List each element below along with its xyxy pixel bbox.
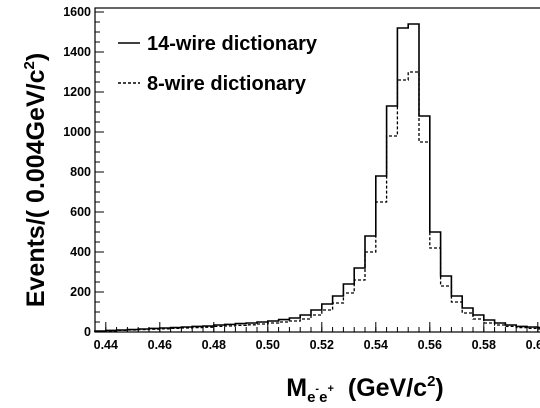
x-title-unit-prefix: (GeV/c bbox=[348, 374, 427, 402]
x-tick-label: 0.56 bbox=[418, 338, 442, 352]
y-axis-title: Events/( 0.004GeV/c2) bbox=[21, 53, 50, 307]
series-group bbox=[94, 23, 540, 333]
x-title-base: M bbox=[286, 374, 307, 402]
y-axis: 0 200 400 600 800 1000 1200 1400 1600 bbox=[63, 5, 104, 339]
y-tick-label: 1200 bbox=[63, 85, 91, 99]
y-tick-label: 1600 bbox=[63, 5, 91, 19]
legend: 14-wire dictionary 8-wire dictionary bbox=[118, 33, 318, 95]
x-tick-label: 0.44 bbox=[94, 338, 118, 352]
y-title-exp: 2 bbox=[21, 61, 38, 69]
x-tick-label: 0.54 bbox=[364, 338, 388, 352]
x-tick-label: 0.52 bbox=[310, 338, 334, 352]
x-title-sub1: e bbox=[307, 389, 315, 406]
x-tick-label: 0.58 bbox=[472, 338, 496, 352]
series-8-wire-line bbox=[94, 71, 540, 333]
y-tick-label: 1000 bbox=[63, 125, 91, 139]
plot-frame bbox=[94, 7, 540, 333]
x-tick-label: 0.46 bbox=[148, 338, 172, 352]
x-title-sup1: - bbox=[315, 383, 319, 395]
x-tick-label: 0.60 bbox=[526, 338, 540, 352]
legend-label-8-wire: 8-wire dictionary bbox=[147, 73, 307, 95]
x-title-unit-suffix: ) bbox=[435, 374, 443, 402]
x-tick-label: 0.50 bbox=[256, 338, 280, 352]
x-title-unit-exp: 2 bbox=[427, 373, 435, 390]
y-tick-label: 200 bbox=[70, 285, 91, 299]
y-title-prefix: Events/( 0.004GeV/c bbox=[22, 69, 50, 307]
legend-label-14-wire: 14-wire dictionary bbox=[147, 33, 318, 55]
x-title-sub2: e bbox=[319, 389, 327, 406]
y-tick-label: 800 bbox=[70, 165, 91, 179]
series-14-wire-line bbox=[94, 23, 540, 332]
x-title-sup2: + bbox=[327, 383, 333, 395]
x-axis-title: Me-e+ (GeV/c2) bbox=[286, 373, 444, 406]
y-tick-label: 600 bbox=[70, 205, 91, 219]
x-tick-label: 0.48 bbox=[202, 338, 226, 352]
y-tick-label: 400 bbox=[70, 245, 91, 259]
x-axis: 0.440.460.480.500.520.540.560.580.600.62 bbox=[94, 322, 540, 352]
y-title-suffix: ) bbox=[22, 53, 50, 61]
y-tick-label: 0 bbox=[84, 325, 91, 339]
y-tick-label: 1400 bbox=[63, 45, 91, 59]
